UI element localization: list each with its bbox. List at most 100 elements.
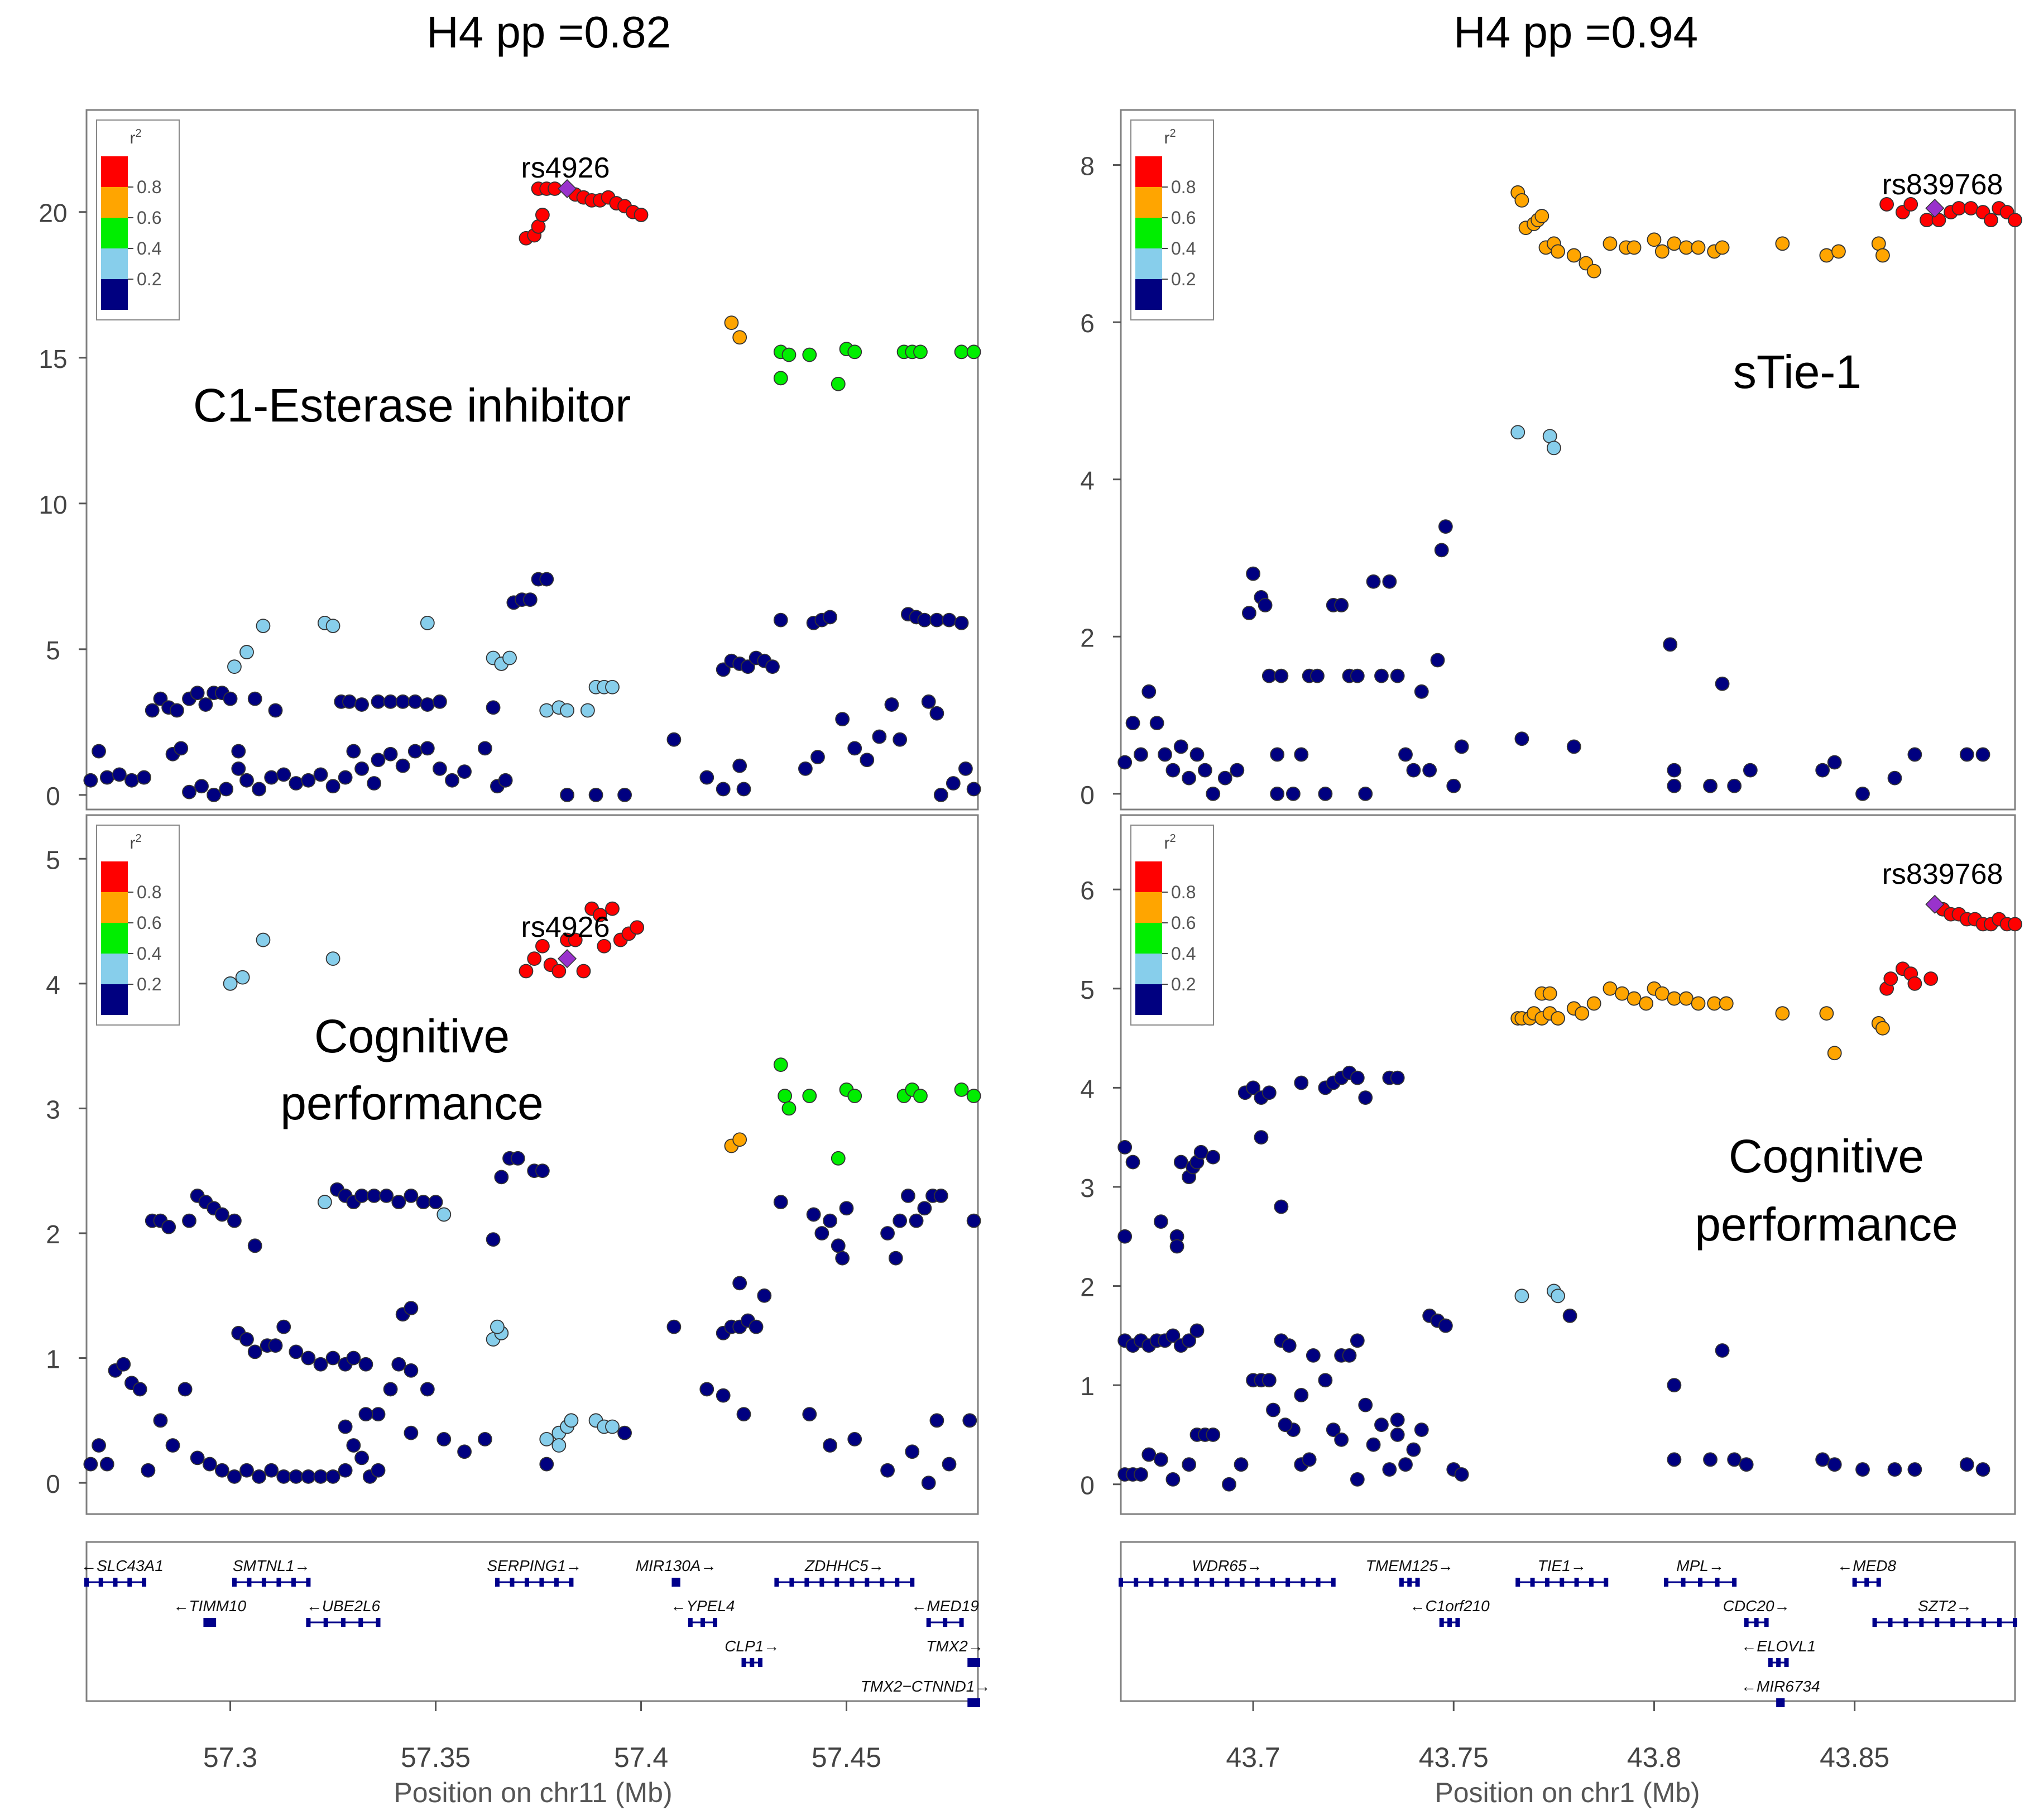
gene: SMTNL1→ — [232, 1557, 311, 1587]
gene-label: MPL→ — [1676, 1557, 1724, 1574]
x-tick-label: 43.85 — [1820, 1742, 1889, 1773]
gene-label: ←MIR6734 — [1741, 1678, 1820, 1695]
snp-point — [141, 1463, 156, 1478]
snp-point — [1270, 786, 1285, 801]
snp-point — [165, 1438, 180, 1453]
snp-point — [182, 784, 196, 799]
gene: TMX2→ — [926, 1637, 984, 1667]
snp-point — [1667, 991, 1682, 1006]
snp-point — [880, 1463, 895, 1478]
snp-point — [757, 1288, 772, 1303]
gene-exon — [789, 1578, 794, 1587]
snp-point — [814, 1226, 829, 1241]
snp-point — [823, 1438, 837, 1453]
gene-exon — [340, 1618, 346, 1627]
snp-point — [1827, 755, 1842, 770]
snp-point — [247, 691, 262, 706]
gene-label: ←MED19 — [911, 1597, 978, 1615]
snp-point — [1390, 1428, 1405, 1442]
snp-point — [1117, 1140, 1133, 1155]
lead-snp-label-bottom-left: rs4926 — [521, 911, 610, 943]
lead-snp-label-top-right: rs839768 — [1882, 169, 2003, 201]
snp-point — [860, 753, 875, 768]
snp-point — [338, 770, 353, 785]
snp-point — [404, 1425, 419, 1440]
gene-exon — [1255, 1578, 1260, 1587]
snp-point — [1382, 574, 1397, 589]
snp-point — [1294, 1075, 1309, 1090]
snp-point — [190, 1450, 205, 1465]
gene-exon — [127, 1578, 132, 1587]
snp-point — [1887, 1462, 1902, 1477]
snp-point — [1551, 1289, 1565, 1304]
annotation-cognitive-left-2: performance — [280, 1077, 544, 1129]
gene-exon — [358, 1618, 363, 1627]
snp-point — [325, 951, 340, 966]
snp-point — [1907, 976, 1922, 991]
snp-point — [416, 1195, 431, 1209]
gene-exon — [1754, 1618, 1759, 1627]
snp-point — [1959, 1457, 1974, 1472]
gene-exon — [203, 1618, 208, 1627]
gene-label: ←TIMM10 — [173, 1597, 246, 1615]
gene-exon — [539, 1578, 544, 1587]
snp-point — [1134, 1467, 1148, 1482]
snp-point — [92, 1438, 106, 1453]
snp-point — [1627, 991, 1642, 1006]
snp-point — [617, 787, 632, 802]
snp-point — [1358, 1090, 1373, 1105]
snp-point — [1274, 668, 1289, 683]
snp-point — [535, 1163, 550, 1179]
snp-point — [1819, 1006, 1834, 1021]
snp-point — [831, 376, 846, 391]
snp-point — [1286, 786, 1301, 801]
gene-exon — [247, 1578, 252, 1587]
x-axis-label-right: Position on chr1 (Mb) — [1435, 1777, 1700, 1808]
snp-point — [116, 1357, 131, 1372]
snp-point — [289, 1344, 304, 1359]
snp-point — [1739, 1457, 1754, 1472]
snp-point — [564, 1413, 579, 1428]
snp-point — [1246, 1080, 1260, 1095]
snp-point — [966, 344, 981, 360]
snp-point — [1230, 763, 1245, 778]
snp-point — [1222, 1477, 1236, 1492]
snp-point — [325, 619, 340, 633]
gene-exon — [569, 1578, 574, 1587]
gene-exon — [959, 1618, 964, 1627]
gene-label: TIE1→ — [1538, 1557, 1586, 1574]
snp-point — [1270, 747, 1285, 762]
snp-point — [338, 1419, 353, 1434]
snp-point — [256, 619, 271, 633]
snp-point — [99, 1457, 114, 1472]
snp-point — [535, 208, 550, 222]
gene-exon — [675, 1578, 680, 1587]
gene: ZDHHC5→ — [774, 1557, 915, 1587]
plot-frame — [85, 109, 979, 811]
snp-point — [806, 1207, 821, 1222]
snp-point — [202, 1457, 217, 1472]
snp-point — [588, 787, 603, 802]
snp-point — [194, 779, 209, 794]
snp-point — [802, 1407, 817, 1422]
snp-point — [219, 782, 234, 797]
snp-point — [354, 761, 369, 776]
legend-swatch — [101, 892, 128, 923]
snp-point — [1438, 519, 1453, 534]
gene-exon — [98, 1578, 103, 1587]
snp-point — [917, 612, 932, 628]
snp-point — [872, 729, 887, 744]
y-tick-label: 20 — [39, 199, 67, 228]
snp-point — [153, 1413, 168, 1428]
snp-point — [900, 1188, 915, 1203]
snp-point — [342, 694, 357, 709]
gene-label: ←ELOVL1 — [1741, 1637, 1816, 1655]
gene-exon — [1903, 1618, 1908, 1627]
gene-exon — [741, 1658, 746, 1667]
snp-point — [1715, 1343, 1730, 1358]
gene-exon — [1331, 1578, 1336, 1587]
legend-swatch — [1135, 218, 1162, 248]
snp-point — [1964, 201, 1978, 215]
snp-point — [289, 1469, 304, 1484]
legend-label: 0.4 — [137, 943, 161, 964]
